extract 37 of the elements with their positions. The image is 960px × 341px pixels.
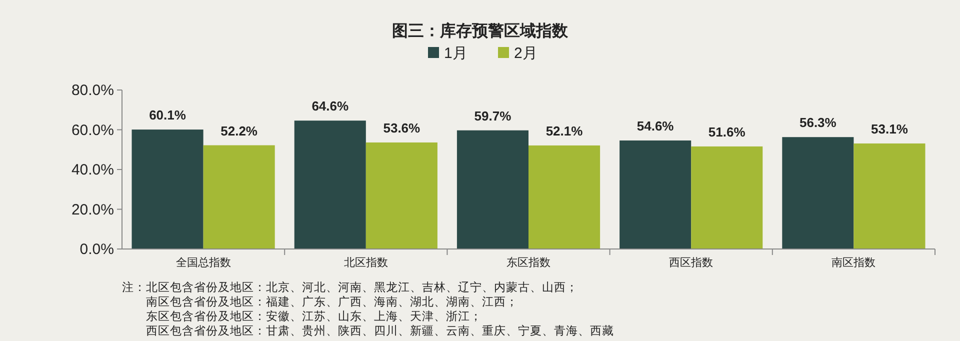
data-label: 56.3% [799, 115, 837, 130]
data-label: 52.1% [546, 123, 584, 138]
text: 东区包含省份及地区：安徽、江苏、山东、上海、天津、浙江； [146, 309, 482, 323]
data-label: 53.6% [383, 120, 421, 136]
data-label: 59.7% [474, 108, 512, 124]
bar [782, 137, 854, 249]
bar [132, 130, 204, 249]
bar [528, 145, 600, 249]
data-label: 54.6% [636, 118, 674, 134]
text: 注：北区包含省份及地区：北京、河北、河南、黑龙江、吉林、辽宁、内蒙古、山西； [122, 280, 578, 294]
x-tick-label: 北区指数 [344, 256, 388, 269]
chart-title: 图三：库存预警区域指数 [392, 22, 569, 40]
bar [620, 140, 692, 249]
data-label: 53.1% [871, 121, 908, 136]
text: 西区包含省份及地区：甘肃、贵州、陕西、四川、新疆、云南、重庆、宁夏、青海、西藏 [146, 324, 614, 338]
legend-label: 1月 [444, 45, 468, 62]
data-label: 60.1% [149, 108, 186, 123]
x-tick-label: 东区指数 [506, 256, 550, 269]
data-label: 51.6% [708, 124, 746, 140]
text: 南区包含省份及地区：福建、广东、广西、海南、湖北、湖南、江西； [146, 294, 518, 308]
bar [691, 146, 763, 249]
data-label: 52.2% [220, 123, 258, 138]
y-tick-label: 40.0% [71, 162, 114, 178]
bar [366, 142, 438, 249]
y-tick-label: 20.0% [71, 201, 114, 218]
bar [854, 143, 926, 249]
data-label: 64.6% [312, 98, 349, 114]
y-tick-label: 60.0% [71, 122, 114, 139]
bar [203, 145, 275, 249]
legend-label: 2月 [514, 45, 538, 62]
x-tick-label: 全国总指数 [176, 256, 231, 269]
bar [456, 130, 528, 249]
x-tick-label: 西区指数 [669, 257, 714, 269]
x-tick-label: 南区指数 [832, 256, 876, 269]
y-tick-label: 0.0% [80, 241, 114, 258]
y-tick-label: 80.0% [71, 82, 114, 99]
bar [294, 120, 366, 249]
